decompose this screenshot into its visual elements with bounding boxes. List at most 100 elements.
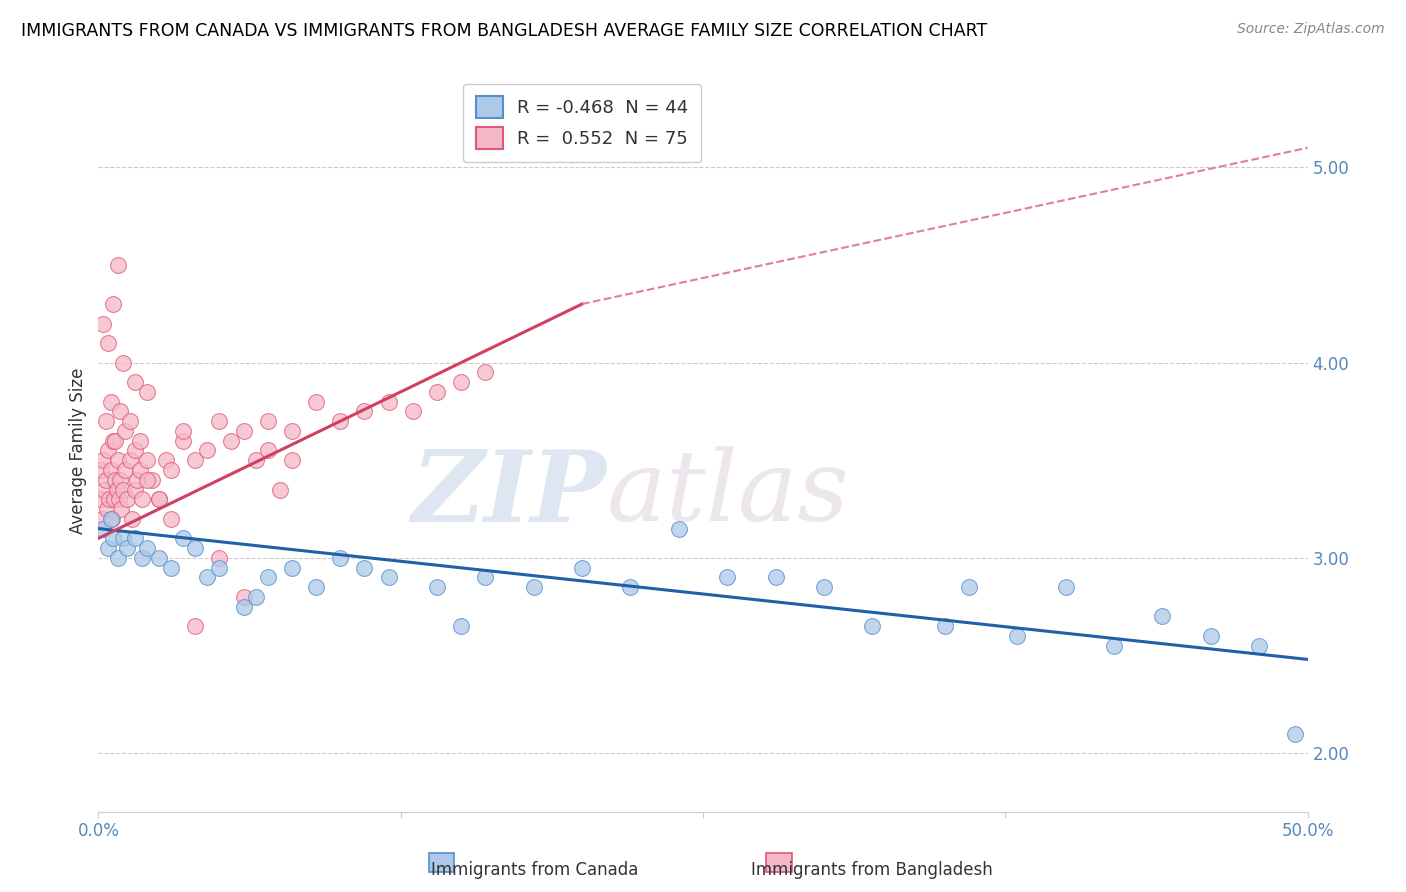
Point	[104, 434, 127, 448]
Point	[426, 580, 449, 594]
Point	[131, 550, 153, 565]
Point	[114, 463, 136, 477]
Point	[329, 414, 352, 428]
Point	[523, 580, 546, 594]
Point	[111, 532, 134, 546]
Text: IMMIGRANTS FROM CANADA VS IMMIGRANTS FROM BANGLADESH AVERAGE FAMILY SIZE CORRELA: IMMIGRANTS FROM CANADA VS IMMIGRANTS FRO…	[21, 22, 987, 40]
Y-axis label: Average Family Size: Average Family Size	[69, 368, 87, 533]
Point	[160, 560, 183, 574]
Point	[1102, 639, 1125, 653]
Point	[91, 317, 114, 331]
Point	[765, 570, 787, 584]
Point	[128, 463, 150, 477]
Point	[91, 522, 114, 536]
Point	[93, 483, 115, 497]
Point	[195, 570, 218, 584]
Point	[96, 502, 118, 516]
Point	[108, 492, 131, 507]
Point	[619, 580, 641, 594]
Point	[107, 550, 129, 565]
Point	[245, 453, 267, 467]
Point	[135, 453, 157, 467]
Point	[256, 570, 278, 584]
Point	[232, 424, 254, 438]
Point	[172, 532, 194, 546]
Point	[111, 355, 134, 369]
Point	[1152, 609, 1174, 624]
Point	[89, 492, 111, 507]
Point	[107, 258, 129, 272]
Text: Immigrants from Canada: Immigrants from Canada	[430, 861, 638, 879]
Point	[208, 414, 231, 428]
Point	[148, 550, 170, 565]
Point	[111, 483, 134, 497]
Point	[934, 619, 956, 633]
Point	[281, 453, 304, 467]
Point	[716, 570, 738, 584]
Point	[135, 541, 157, 555]
Point	[100, 463, 122, 477]
Point	[110, 502, 132, 516]
Point	[94, 473, 117, 487]
Point	[172, 424, 194, 438]
Point	[124, 532, 146, 546]
Point	[208, 550, 231, 565]
Point	[108, 404, 131, 418]
Text: Immigrants from Bangladesh: Immigrants from Bangladesh	[751, 861, 993, 879]
Point	[245, 590, 267, 604]
Point	[91, 453, 114, 467]
Point	[127, 473, 149, 487]
Point	[100, 394, 122, 409]
Point	[117, 541, 139, 555]
Point	[128, 434, 150, 448]
Point	[377, 394, 399, 409]
Point	[97, 336, 120, 351]
Point	[98, 492, 121, 507]
Point	[100, 512, 122, 526]
Point	[195, 443, 218, 458]
Point	[107, 453, 129, 467]
Point	[256, 443, 278, 458]
Point	[104, 473, 127, 487]
Text: ZIP: ZIP	[412, 446, 606, 542]
Point	[148, 492, 170, 507]
Point	[172, 434, 194, 448]
Point	[402, 404, 425, 418]
Point	[256, 414, 278, 428]
Point	[668, 522, 690, 536]
Point	[135, 384, 157, 399]
Text: atlas: atlas	[606, 446, 849, 541]
Point	[957, 580, 980, 594]
Point	[474, 365, 496, 379]
Point	[160, 512, 183, 526]
Text: Source: ZipAtlas.com: Source: ZipAtlas.com	[1237, 22, 1385, 37]
Point	[101, 532, 124, 546]
Point	[281, 560, 304, 574]
Point	[101, 434, 124, 448]
Point	[1054, 580, 1077, 594]
Point	[1284, 726, 1306, 740]
Point	[1007, 629, 1029, 643]
Point	[329, 550, 352, 565]
Point	[141, 473, 163, 487]
Point	[117, 492, 139, 507]
Point	[118, 414, 141, 428]
Point	[135, 473, 157, 487]
Point	[118, 453, 141, 467]
Point	[353, 560, 375, 574]
Point	[91, 512, 114, 526]
Point	[105, 483, 128, 497]
Point	[305, 394, 328, 409]
Point	[184, 453, 207, 467]
Point	[305, 580, 328, 594]
Point	[426, 384, 449, 399]
Point	[124, 375, 146, 389]
Point	[155, 453, 177, 467]
Point	[114, 424, 136, 438]
Point	[103, 492, 125, 507]
Point	[101, 297, 124, 311]
Point	[269, 483, 291, 497]
Point	[90, 463, 112, 477]
Point	[232, 599, 254, 614]
Point	[377, 570, 399, 584]
